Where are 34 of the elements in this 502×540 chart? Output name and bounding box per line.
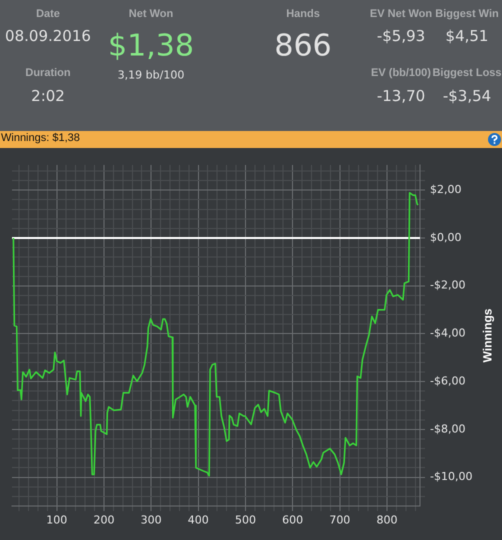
chart-title: Winnings: $1,38 bbox=[1, 132, 80, 144]
y-tick-label: -$4,00 bbox=[430, 326, 466, 340]
y-tick-label: -$6,00 bbox=[430, 374, 466, 388]
text: Net Won bbox=[128, 8, 174, 20]
text: $1,38 bbox=[108, 28, 194, 64]
x-tick-label: 700 bbox=[329, 513, 350, 526]
x-tick-label: 100 bbox=[46, 513, 68, 526]
y-axis-title: Winnings bbox=[480, 308, 494, 362]
y-tick-label: -$10,00 bbox=[430, 470, 472, 484]
text: EV Net Won bbox=[370, 8, 432, 20]
text: Date bbox=[36, 8, 60, 20]
text: 08.09.2016 bbox=[5, 27, 91, 45]
text: Duration bbox=[25, 67, 71, 79]
text: 3,19 bb/100 bbox=[118, 68, 184, 82]
x-tick-label: 300 bbox=[140, 513, 162, 526]
x-tick-label: 200 bbox=[93, 513, 114, 526]
text: Hands bbox=[286, 8, 320, 20]
text: $4,51 bbox=[446, 27, 488, 45]
x-tick-label: 800 bbox=[376, 513, 398, 526]
y-tick-label: $2,00 bbox=[430, 182, 462, 196]
y-tick-label: -$8,00 bbox=[430, 422, 466, 436]
text: Biggest Win bbox=[435, 8, 499, 20]
y-tick-label: -$2,00 bbox=[430, 278, 466, 292]
text: 2:02 bbox=[31, 87, 65, 105]
text: -$5,93 bbox=[376, 27, 426, 45]
y-tick-label: $0,00 bbox=[430, 230, 462, 244]
text: Biggest Loss bbox=[432, 67, 502, 79]
x-tick-label: 400 bbox=[188, 513, 209, 526]
x-tick-label: 500 bbox=[234, 513, 256, 526]
text: -13,70 bbox=[376, 87, 426, 105]
text: 866 bbox=[274, 28, 332, 64]
text: EV (bb/100) bbox=[371, 67, 431, 79]
text: -$3,54 bbox=[442, 87, 492, 105]
x-tick-label: 600 bbox=[282, 513, 304, 526]
